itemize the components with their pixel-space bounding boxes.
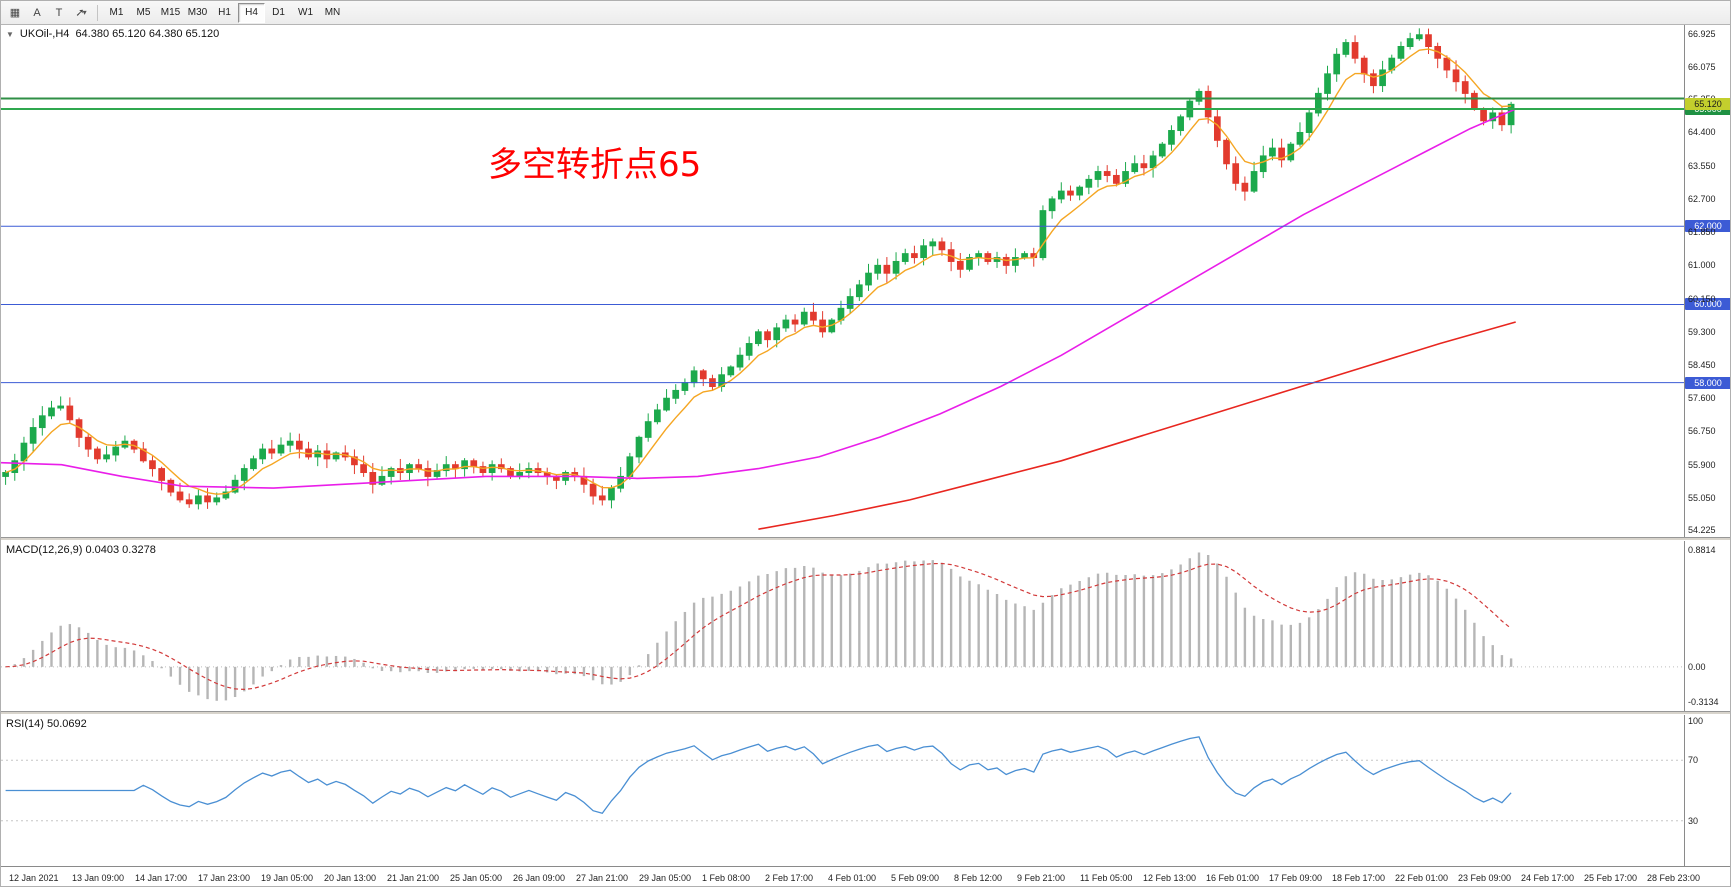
timeframe-group: M1 M5 M15 M30 H1 H4 D1 W1 MN [103,2,346,23]
symbol-label: UKOil-,H4 [19,28,70,40]
time-axis-label: 24 Feb 17:00 [1521,873,1575,883]
axis-label: 59.300 [1688,326,1716,337]
time-axis-label: 18 Feb 17:00 [1332,873,1386,883]
rsi-axis: 100 70 30 [1684,715,1730,866]
tf-button-m5[interactable]: M5 [130,3,157,23]
toolbar: ▦ A T ➚ ▾ M1 M5 M15 M30 H1 H4 D1 W1 MN [1,1,1730,25]
axis-label: 57.600 [1688,393,1716,404]
rsi-label: RSI(14) 50.0692 [6,718,87,730]
annotation-text[interactable]: 多空转折点65 [488,145,702,185]
draw-arrow-icon: ➚ [75,7,85,19]
price-tag: 65.120 [1685,98,1730,111]
time-axis-label: 20 Jan 13:00 [324,873,377,883]
rsi-plot[interactable]: RSI(14) 50.0692 [1,715,1684,866]
macd-label: MACD(12,26,9) 0.0403 0.3278 [6,544,156,556]
panel-divider[interactable] [1,711,1730,715]
time-axis-label: 17 Jan 23:00 [198,873,251,883]
axis-label: 0.00 [1688,661,1706,672]
price-tag: 62.000 [1685,220,1730,233]
time-axis-label: 2 Feb 17:00 [765,873,814,883]
time-axis-label: 25 Feb 17:00 [1584,873,1638,883]
tf-button-h4[interactable]: H4 [238,2,265,23]
axis-label: 64.400 [1688,127,1716,138]
chart-title: ▼ UKOil-,H4 64.380 65.120 64.380 65.120 [6,28,219,40]
price-tag: 58.000 [1685,376,1730,389]
tf-button-m15[interactable]: M15 [157,3,184,23]
dropdown-caret-icon: ▾ [82,8,87,17]
time-axis-label: 19 Jan 05:00 [261,873,314,883]
time-axis-label: 12 Jan 2021 [9,873,59,883]
axis-label: 70 [1688,755,1699,766]
tf-button-m1[interactable]: M1 [103,3,130,23]
time-axis-label: 22 Feb 01:00 [1395,873,1449,883]
axis-label: 30 [1688,815,1699,826]
tf-button-h1[interactable]: H1 [211,3,238,23]
text-tool-button[interactable]: T [48,3,70,23]
time-axis-label: 25 Jan 05:00 [450,873,503,883]
toolbar-separator [97,4,98,21]
draw-tool-button[interactable]: ➚ ▾ [70,3,92,23]
rsi-chart[interactable] [1,715,1684,866]
time-axis-label: 12 Feb 13:00 [1143,873,1197,883]
time-axis-label: 8 Feb 12:00 [954,873,1003,883]
macd-axis: 0.8814 0.00 -0.3134 [1684,541,1730,711]
axis-label: 66.075 [1688,62,1716,72]
axis-label: 66.925 [1688,28,1716,39]
axis-label: 54.225 [1688,525,1716,536]
tf-button-w1[interactable]: W1 [292,3,319,23]
axis-label: 60.150 [1688,293,1716,304]
cursor-a-button[interactable]: A [26,3,48,23]
time-axis-label: 28 Feb 23:00 [1647,873,1701,883]
charts-grid-icon[interactable]: ▦ [4,3,26,23]
axis-label: 0.8814 [1688,545,1716,555]
axis-label: 61.850 [1688,227,1716,238]
axis-label: 61.000 [1688,260,1716,271]
ohlc-values: 64.380 65.120 64.380 65.120 [75,28,220,40]
macd-plot[interactable]: MACD(12,26,9) 0.0403 0.3278 [1,541,1684,711]
tf-button-mn[interactable]: MN [319,3,346,23]
time-axis-label: 1 Feb 08:00 [702,873,751,883]
axis-label: 58.450 [1688,360,1716,371]
time-axis-label: 11 Feb 05:00 [1080,873,1133,883]
axis-label: 55.050 [1688,492,1716,503]
price-axis: 65.00062.00060.00058.00066.92566.07565.2… [1684,25,1730,537]
candlestick-chart[interactable] [1,25,1684,537]
price-tag: 60.000 [1685,298,1730,311]
time-axis-label: 27 Jan 21:00 [576,873,629,883]
axis-label: 63.550 [1688,160,1716,171]
macd-chart[interactable] [1,541,1684,711]
time-axis[interactable]: 12 Jan 2021 13 Jan 09:00 14 Jan 17:00 17 Ja… [1,866,1730,886]
time-axis-label: 16 Feb 01:00 [1206,873,1260,883]
price-chart-plot[interactable]: ▼ UKOil-,H4 64.380 65.120 64.380 65.120 … [1,25,1684,537]
tf-button-m30[interactable]: M30 [184,3,211,23]
time-axis-label: 23 Feb 09:00 [1458,873,1512,883]
time-axis-label: 4 Feb 01:00 [828,873,877,883]
tf-button-d1[interactable]: D1 [265,3,292,23]
axis-label: 56.750 [1688,426,1716,437]
one-click-trading-toggle[interactable]: ▼ [6,29,14,39]
axis-label: -0.3134 [1688,697,1719,707]
axis-label: 62.700 [1688,193,1716,204]
time-axis-label: 17 Feb 09:00 [1269,873,1323,883]
time-axis-label: 26 Jan 09:00 [513,873,566,883]
axis-label: 55.900 [1688,459,1716,470]
axis-label: 100 [1688,716,1704,726]
time-axis-label: 13 Jan 09:00 [72,873,125,883]
time-axis-label: 21 Jan 21:00 [387,873,440,883]
time-axis-label: 5 Feb 09:00 [891,873,940,883]
time-axis-label: 14 Jan 17:00 [135,873,188,883]
time-axis-label: 9 Feb 21:00 [1017,873,1066,883]
time-axis-label: 29 Jan 05:00 [639,873,692,883]
panel-divider[interactable] [1,537,1730,541]
